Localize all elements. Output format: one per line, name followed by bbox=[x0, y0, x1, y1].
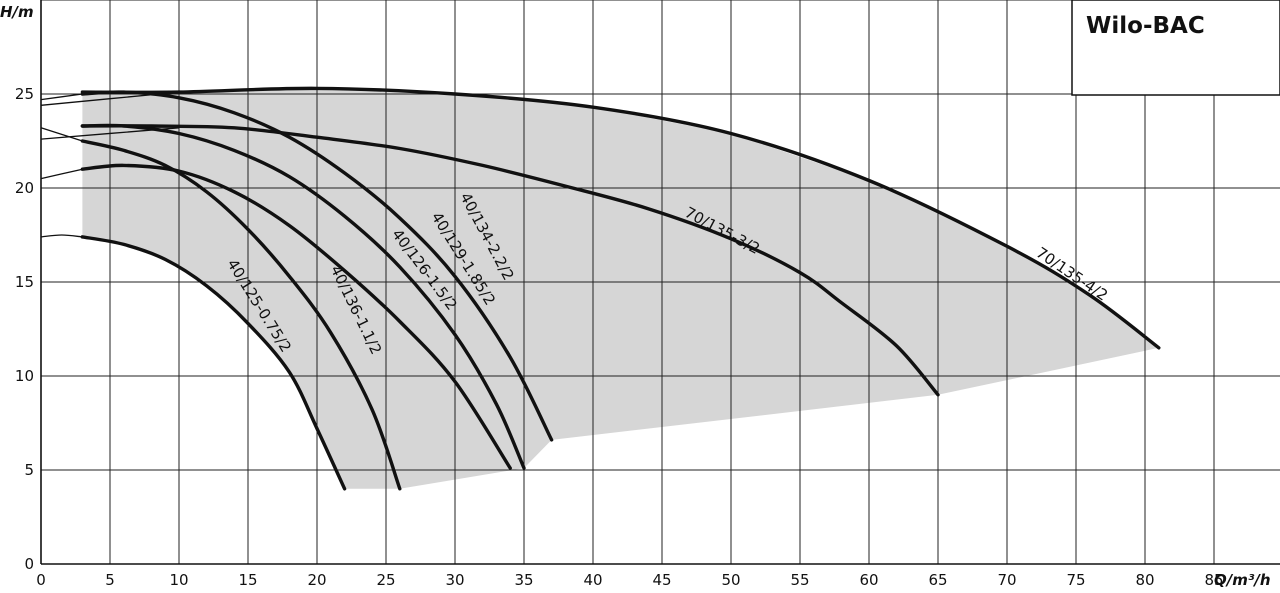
x-tick-label: 10 bbox=[169, 571, 188, 589]
curve-40/136-1.1/2 bbox=[80, 139, 402, 491]
x-tick-label: 70 bbox=[997, 571, 1016, 589]
x-tick-label: 60 bbox=[859, 571, 878, 589]
curve-extension-5 bbox=[40, 234, 83, 238]
x-tick-label: 25 bbox=[376, 571, 395, 589]
pump-curves bbox=[80, 86, 1161, 491]
y-tick-label: 0 bbox=[24, 555, 34, 573]
curve-40/129-1.85/2 bbox=[80, 123, 526, 470]
y-tick-label: 10 bbox=[15, 367, 34, 385]
tick-labels: 0 5 10 15 20 25 30 35 40 45 50 55 60 65 70 75 80 85 0 5 10 15… bbox=[15, 85, 1224, 589]
x-tick-label: 0 bbox=[36, 571, 46, 589]
curve-70/135-3/2 bbox=[80, 124, 940, 397]
x-tick-label: 75 bbox=[1066, 571, 1085, 589]
x-tick-label: 15 bbox=[238, 571, 257, 589]
curve-40/126-1.5/2 bbox=[80, 163, 512, 470]
x-tick-label: 85 bbox=[1204, 571, 1223, 589]
curve-extension-3 bbox=[40, 127, 180, 140]
curve-40/134-2.2/2 bbox=[80, 90, 554, 442]
x-tick-label: 80 bbox=[1135, 571, 1154, 589]
x-tick-label: 35 bbox=[514, 571, 533, 589]
curve-70/135-4/2 bbox=[80, 86, 1161, 350]
x-tick-label: 50 bbox=[721, 571, 740, 589]
x-tick-label: 20 bbox=[307, 571, 326, 589]
y-tick-label: 20 bbox=[15, 179, 34, 197]
x-axis-label: Q/m³/h bbox=[1214, 571, 1271, 589]
brand-box bbox=[1071, 0, 1280, 96]
curve-extension-0 bbox=[40, 93, 83, 101]
curve-extension-2 bbox=[40, 127, 83, 142]
x-tick-label: 40 bbox=[583, 571, 602, 589]
x-tick-label: 45 bbox=[652, 571, 671, 589]
curve-40/125-0.75/2 bbox=[80, 235, 347, 491]
x-tick-label: 5 bbox=[105, 571, 115, 589]
y-tick-label: 15 bbox=[15, 273, 34, 291]
y-tick-label: 5 bbox=[24, 461, 34, 479]
curve-extension-4 bbox=[40, 168, 83, 180]
x-tick-label: 30 bbox=[445, 571, 464, 589]
x-tick-label: 65 bbox=[928, 571, 947, 589]
y-axis-label: H/m bbox=[0, 3, 34, 21]
x-tick-label: 55 bbox=[790, 571, 809, 589]
y-tick-label: 25 bbox=[15, 85, 34, 103]
brand-label: Wilo-BAC bbox=[1086, 13, 1205, 39]
